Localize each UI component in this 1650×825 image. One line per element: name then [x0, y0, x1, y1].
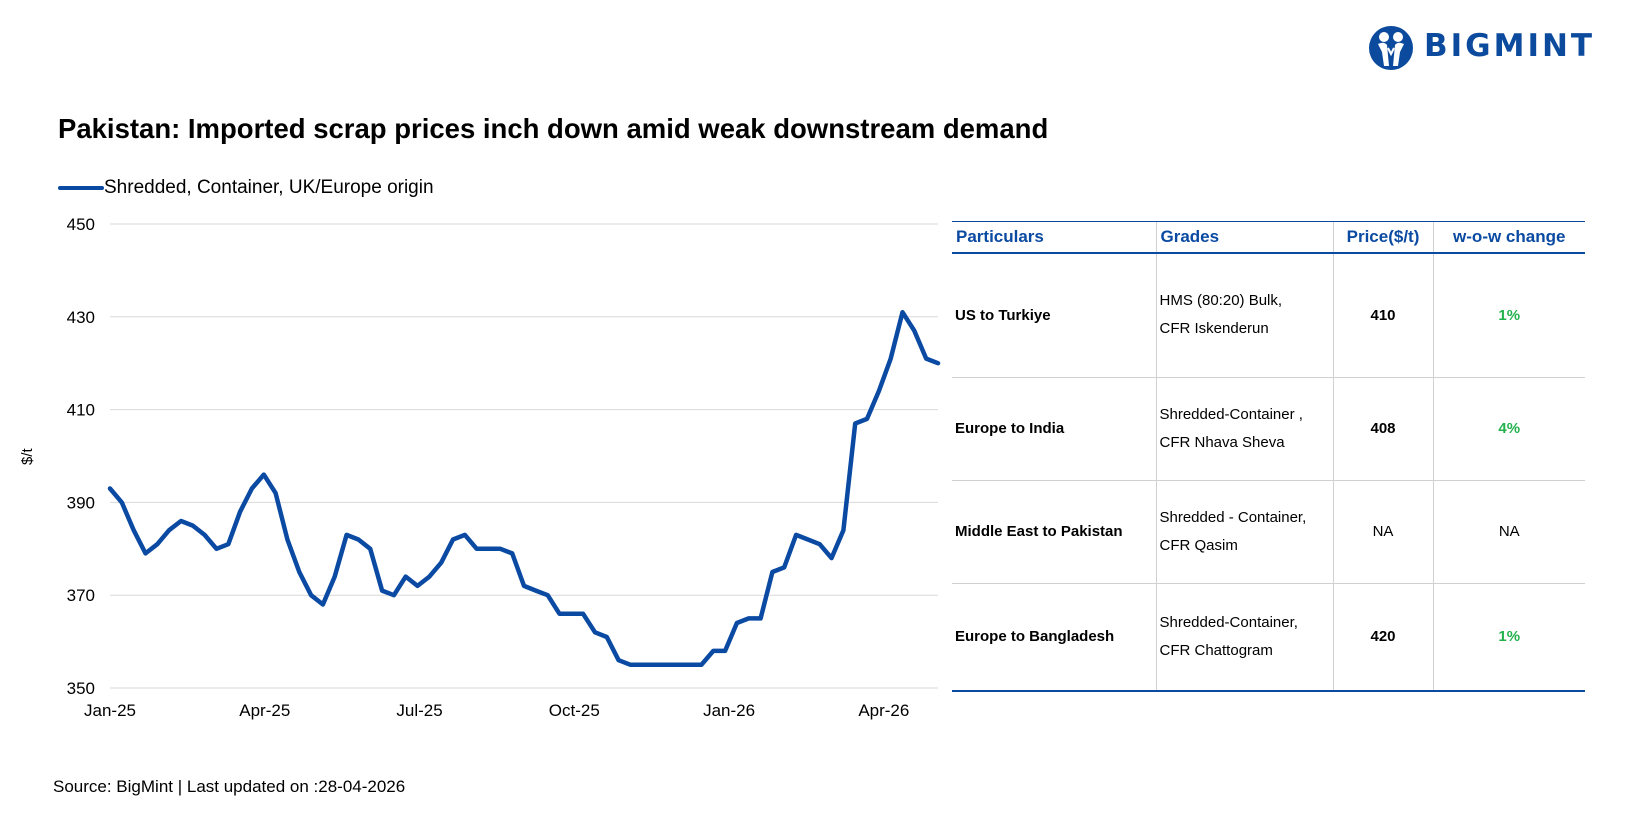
x-tick-label: Jul-25 [396, 701, 442, 720]
source-note: Source: BigMint | Last updated on :28-04… [53, 777, 406, 796]
cell-particulars: Middle East to Pakistan [952, 480, 1156, 584]
y-tick-label: 450 [67, 215, 95, 234]
y-tick-label: 370 [67, 586, 95, 605]
header-price: Price($/t) [1332, 221, 1433, 254]
x-tick-label: Oct-25 [549, 701, 600, 720]
grade-line-1: Shredded-Container, [1159, 613, 1298, 631]
header-wow-change: w-o-w change [1432, 221, 1585, 254]
cell-change: 1% [1432, 583, 1585, 692]
x-tick-label: Jan-26 [703, 701, 755, 720]
cell-change: 4% [1432, 377, 1585, 481]
logo-wordmark: BIGMINT [1424, 28, 1596, 64]
table-row: Europe to Bangladesh Shredded-Container,… [952, 583, 1585, 692]
chart-title: Pakistan: Imported scrap prices inch dow… [58, 113, 1049, 144]
y-tick-label: 410 [67, 401, 95, 420]
cell-price: 410 [1332, 253, 1433, 378]
cell-particulars: Europe to Bangladesh [952, 583, 1156, 692]
legend-label: Shredded, Container, UK/Europe origin [104, 177, 434, 198]
cell-price: 408 [1332, 377, 1433, 481]
grade-line-2: CFR Nhava Sheva [1159, 433, 1285, 451]
chart-legend: Shredded, Container, UK/Europe origin [58, 176, 434, 200]
x-tick-label: Apr-26 [858, 701, 909, 720]
x-tick-label: Jan-25 [84, 701, 136, 720]
grade-line-2: CFR Qasim [1159, 536, 1238, 554]
cell-particulars: US to Turkiye [952, 253, 1156, 378]
price-table: Particulars Grades Price($/t) w-o-w chan… [952, 221, 1585, 692]
cell-change: 1% [1432, 253, 1585, 378]
legend-swatch [58, 186, 104, 190]
bigmint-logo: BIGMINT [1367, 24, 1637, 74]
grade-line-1: HMS (80:20) Bulk, [1159, 292, 1283, 310]
cell-grade: Shredded - Container, CFR Qasim [1155, 480, 1333, 584]
table-row: Middle East to Pakistan Shredded - Conta… [952, 480, 1585, 584]
y-tick-label: 430 [67, 308, 95, 327]
cell-particulars: Europe to India [952, 377, 1156, 481]
table-row: US to Turkiye HMS (80:20) Bulk, CFR Isken… [952, 253, 1585, 378]
cell-price: NA [1332, 480, 1433, 584]
grade-line-2: CFR Iskenderun [1159, 320, 1269, 338]
cell-grade: Shredded-Container , CFR Nhava Sheva [1155, 377, 1333, 481]
x-tick-label: Apr-25 [239, 701, 290, 720]
header-grades: Grades [1155, 221, 1333, 254]
grade-line-1: Shredded-Container , [1159, 405, 1303, 423]
grade-line-1: Shredded - Container, [1159, 508, 1307, 526]
y-tick-label: 350 [67, 679, 95, 698]
cell-change: NA [1432, 480, 1585, 584]
series-line [107, 309, 941, 668]
table-header-row: Particulars Grades Price($/t) w-o-w chan… [952, 221, 1585, 254]
cell-grade: Shredded-Container, CFR Chattogram [1155, 583, 1333, 692]
grade-line-2: CFR Chattogram [1159, 641, 1273, 659]
bigmint-logo-icon [1369, 26, 1413, 70]
table-row: Europe to India Shredded-Container , CFR … [952, 377, 1585, 481]
y-tick-label: 390 [67, 493, 95, 512]
cell-price: 420 [1332, 583, 1433, 692]
header-particulars: Particulars [952, 221, 1156, 254]
cell-grade: HMS (80:20) Bulk, CFR Iskenderun [1155, 253, 1333, 378]
